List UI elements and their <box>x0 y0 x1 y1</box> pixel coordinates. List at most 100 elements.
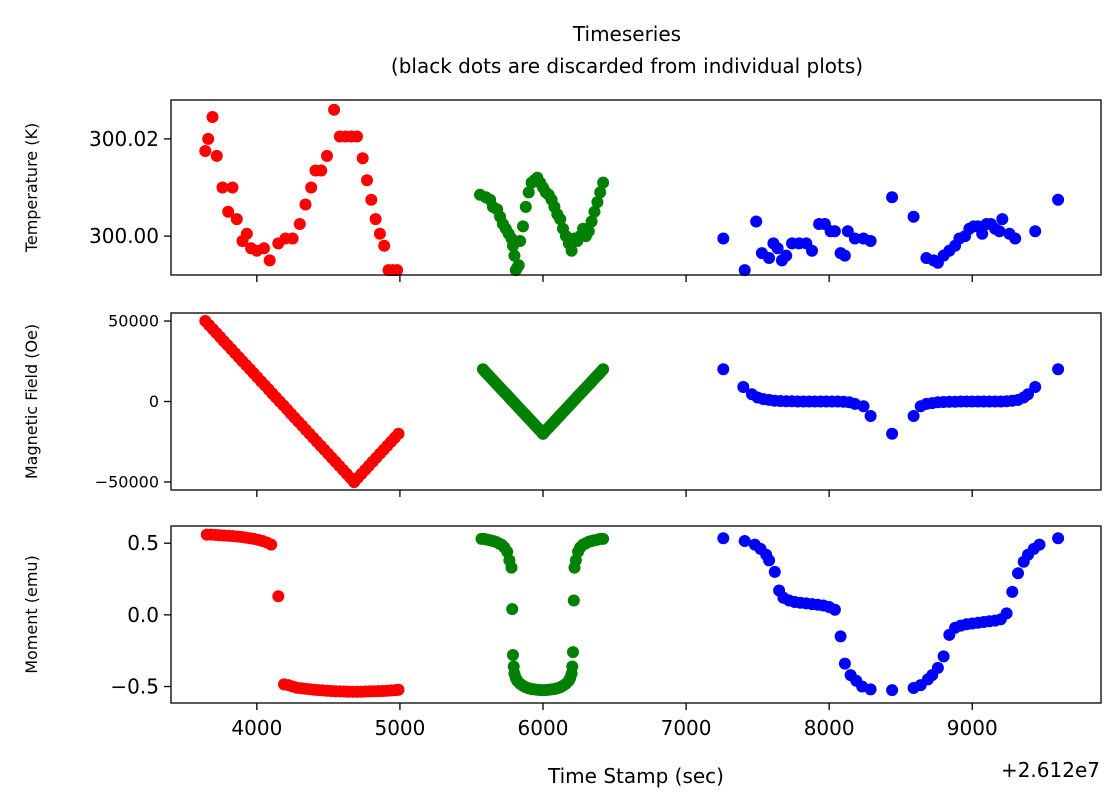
data-point <box>597 363 610 376</box>
data-point <box>230 213 243 226</box>
y-tick-label: −0.5 <box>110 675 159 699</box>
data-point <box>585 215 598 228</box>
temperature-axes-frame <box>170 99 1102 276</box>
data-point <box>717 232 730 245</box>
data-point <box>1000 607 1013 620</box>
data-point <box>763 252 776 264</box>
data-point <box>780 249 793 262</box>
data-point <box>299 198 312 211</box>
y-tick-label: 0 <box>149 392 159 411</box>
temperature-panel: 300.00 300.02 Temperature (K) <box>22 99 1102 282</box>
data-point <box>937 650 950 663</box>
data-point <box>1006 585 1019 598</box>
y-tick-label: 0.0 <box>127 603 159 627</box>
data-point <box>582 225 595 238</box>
data-point <box>508 249 521 262</box>
data-point <box>566 660 579 673</box>
data-point <box>591 196 604 209</box>
data-point <box>738 264 751 277</box>
data-point <box>1009 232 1022 245</box>
data-point <box>293 218 306 230</box>
magnetic-field-y-axis-label: Magnetic Field (Oe) <box>22 324 41 479</box>
data-point <box>222 205 235 218</box>
data-point <box>567 646 579 659</box>
data-point <box>378 239 391 252</box>
data-point <box>351 130 363 143</box>
data-point <box>328 103 341 116</box>
data-point <box>1052 193 1065 206</box>
data-point <box>886 427 899 440</box>
data-point <box>315 164 328 177</box>
data-point <box>886 191 899 204</box>
data-point <box>717 363 730 376</box>
data-point <box>512 259 525 272</box>
data-point <box>848 232 861 245</box>
data-point <box>507 649 519 661</box>
data-point <box>864 683 877 696</box>
data-point <box>1029 381 1042 393</box>
data-point <box>554 213 567 226</box>
data-point <box>265 538 278 551</box>
data-point <box>828 225 841 238</box>
data-point <box>258 242 270 255</box>
data-point <box>365 193 378 206</box>
x-tick-label: 4000 <box>231 716 282 740</box>
data-point <box>210 149 223 162</box>
moment-y-axis-label: Moment (emu) <box>22 555 41 674</box>
moment-points <box>200 528 1065 698</box>
data-point <box>931 661 944 674</box>
x-axis-label: Time Stamp (sec) <box>547 764 724 788</box>
data-point <box>216 181 229 194</box>
moment-panel: −0.5 0.0 0.5 4000 5000 6000 7000 8000 9000 Moment… <box>22 525 1102 740</box>
data-point <box>1012 567 1024 580</box>
data-point <box>356 152 369 165</box>
x-offset-label: +2.612e7 <box>1001 758 1100 782</box>
moment-axes-frame <box>170 525 1102 704</box>
data-point <box>391 264 404 277</box>
data-point <box>763 554 776 567</box>
data-point <box>597 532 610 545</box>
data-point <box>838 249 851 262</box>
data-point <box>594 186 607 199</box>
data-point <box>505 561 518 574</box>
temperature-y-axis-label: Temperature (K) <box>22 123 41 253</box>
data-point <box>517 220 529 233</box>
data-point <box>286 232 299 245</box>
data-point <box>506 603 519 616</box>
data-point <box>519 200 532 213</box>
data-point <box>976 227 989 240</box>
chart-title-line2: (black dots are discarded from individua… <box>391 54 863 78</box>
data-point <box>226 181 239 194</box>
data-point <box>717 532 730 545</box>
data-point <box>565 244 578 257</box>
data-point <box>828 603 841 616</box>
data-point <box>392 683 405 696</box>
data-point <box>886 684 899 697</box>
y-tick-label: 300.02 <box>89 127 159 151</box>
data-point <box>806 244 818 257</box>
data-point <box>272 590 285 603</box>
x-tick-label: 9000 <box>947 716 998 740</box>
temperature-points <box>199 103 1065 277</box>
data-point <box>305 181 318 194</box>
chart-title-line1: Timeseries <box>572 22 681 46</box>
data-point <box>738 535 751 547</box>
data-point <box>522 186 535 199</box>
x-tick-label: 8000 <box>804 716 855 740</box>
data-point <box>864 410 877 422</box>
y-tick-label: 50000 <box>108 312 159 331</box>
data-point <box>597 176 610 189</box>
data-point <box>907 410 920 422</box>
data-point <box>737 381 750 393</box>
data-point <box>996 213 1009 226</box>
data-point <box>206 111 219 123</box>
data-point <box>1029 225 1042 238</box>
data-point <box>202 132 215 145</box>
data-point <box>263 254 276 267</box>
data-point <box>588 205 601 218</box>
x-tick-label: 5000 <box>374 716 425 740</box>
data-point <box>750 215 763 228</box>
magnetic-field-panel: −50000 0 50000 Magnetic Field (Oe) <box>22 312 1102 497</box>
data-point <box>768 565 781 578</box>
